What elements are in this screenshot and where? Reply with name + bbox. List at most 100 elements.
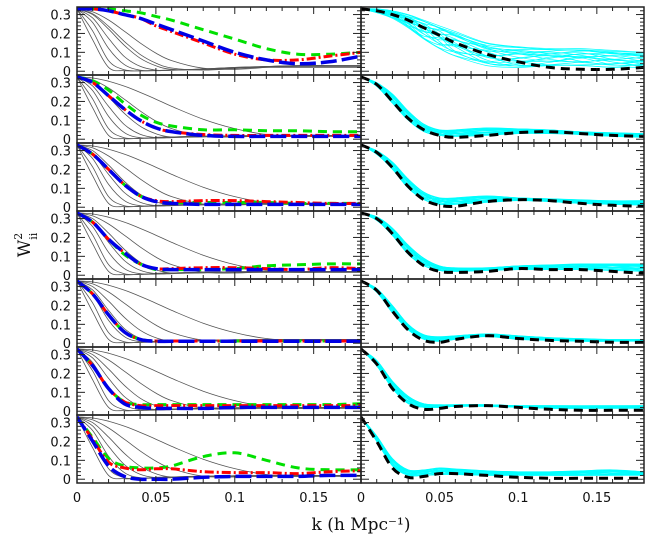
cyan-ensemble-curve [361, 144, 644, 203]
black-dashed-curve [361, 211, 644, 275]
cyan-ensemble-curve [361, 416, 644, 477]
y-tick-label: 0.2 [50, 231, 71, 246]
gray-curve [77, 280, 361, 342]
cyan-ensemble-curve [361, 416, 644, 475]
gray-curve [77, 416, 361, 479]
cyan-ensemble-curve [361, 280, 644, 342]
cyan-ensemble-curve [361, 416, 644, 476]
cyan-ensemble-curve [361, 416, 644, 473]
series-group [361, 75, 644, 139]
cyan-ensemble-curve [361, 280, 644, 340]
panels: 00.10.20.300.10.20.300.10.20.300.10.20.3… [50, 6, 645, 506]
gray-curve [77, 144, 361, 208]
red-dash-dot-curve [77, 7, 361, 62]
cyan-ensemble-curve [361, 144, 644, 202]
series-group [77, 143, 361, 208]
gray-curve [77, 8, 361, 72]
blue-long-dashed-curve [77, 279, 361, 344]
y-tick-label: 0.1 [50, 318, 71, 333]
cyan-ensemble-curve [361, 416, 644, 475]
red-dash-dot-curve [77, 75, 361, 137]
series-group [361, 211, 644, 275]
y-tick-label: 0.3 [50, 281, 71, 296]
cyan-ensemble-curve [361, 8, 644, 66]
cyan-ensemble-curve [361, 280, 644, 340]
x-tick-label: 0.1 [224, 491, 245, 506]
y-tick-label: 0.3 [50, 213, 71, 228]
cyan-ensemble-curve [361, 280, 644, 341]
black-dashed-curve [361, 143, 644, 209]
cyan-ensemble-curve [361, 416, 644, 475]
panel-right-5 [360, 278, 645, 348]
gray-curve [77, 144, 361, 208]
black-dashed-curve [361, 279, 644, 344]
cyan-ensemble-curve [361, 280, 644, 341]
cyan-ensemble-curve [361, 144, 644, 202]
y-tick-label: 0.3 [50, 349, 71, 364]
cyan-ensemble-curve [361, 416, 644, 474]
panel-right-6 [360, 346, 645, 416]
cyan-ensemble-curve [361, 144, 644, 202]
cyan-ensemble-curve [361, 8, 644, 56]
red-dash-dot-curve [77, 211, 361, 272]
y-axis-title-sup: 2 [12, 233, 25, 240]
panel-left-2: 0 0.1 0.2 0.3 [50, 74, 362, 148]
cyan-ensemble-curve [361, 416, 644, 473]
blue-long-dashed-curve [77, 75, 361, 139]
gray-curve [77, 144, 361, 206]
gray-curve [77, 280, 361, 342]
red-dash-dot-curve [77, 143, 361, 205]
y-tick-label: 0.1 [50, 250, 71, 265]
cyan-ensemble-curve [361, 280, 644, 342]
y-tick-label: 0.3 [50, 9, 71, 24]
gray-curve [77, 416, 361, 478]
y-tick-label: 0 [63, 269, 71, 284]
series-group [77, 279, 361, 344]
y-tick-label: 0 [63, 337, 71, 352]
cyan-ensemble-curve [361, 76, 644, 134]
y-axis-title-main: W [15, 239, 35, 257]
blue-long-dashed-curve [77, 143, 361, 207]
panel-frame [360, 414, 645, 484]
gray-curve [77, 416, 361, 477]
cyan-ensemble-curve [361, 280, 644, 342]
y-tick-label: 0.1 [50, 182, 71, 197]
cyan-ensemble-curve [361, 8, 644, 55]
cyan-ensemble-curve [361, 280, 644, 342]
green-dashed-curve [77, 143, 361, 205]
green-dashed-curve [77, 416, 361, 472]
panel-right-7: 0 0.05 0.1 0.15 [357, 414, 645, 506]
cyan-ensemble-curve [361, 416, 644, 475]
y-tick-label: 0 [63, 473, 71, 488]
cyan-ensemble-curve [361, 280, 644, 341]
x-tick-label: 0.1 [508, 491, 529, 506]
green-dashed-curve [77, 211, 361, 272]
cyan-ensemble-curve [361, 416, 644, 474]
cyan-ensemble-curve [361, 280, 644, 341]
x-tick-label: 0.15 [582, 491, 611, 506]
cyan-ensemble-curve [361, 416, 644, 475]
y-tick-label: 0.3 [50, 77, 71, 92]
panel-right-2 [360, 74, 645, 144]
cyan-ensemble-curve [361, 280, 644, 341]
panel-left-6: 0 0.1 0.2 0.3 [50, 346, 362, 420]
cyan-ensemble-curve [361, 280, 644, 341]
series-group [361, 279, 644, 344]
gray-curve [77, 212, 361, 274]
cyan-ensemble-curve [361, 280, 644, 341]
panel-left-3: 0 0.1 0.2 0.3 [50, 142, 362, 216]
gray-curve [77, 212, 361, 273]
cyan-ensemble-curve [361, 280, 644, 341]
green-dashed-curve [77, 279, 361, 343]
cyan-ensemble-curve [361, 280, 644, 341]
cyan-ensemble-curve [361, 144, 644, 202]
series-group [361, 416, 644, 480]
series-group [361, 7, 644, 72]
gray-curve [77, 280, 361, 341]
cyan-ensemble-curve [361, 348, 644, 406]
y-tick-label: 0 [63, 65, 71, 80]
panel-right-3 [360, 142, 645, 212]
green-dashed-curve [77, 75, 361, 134]
